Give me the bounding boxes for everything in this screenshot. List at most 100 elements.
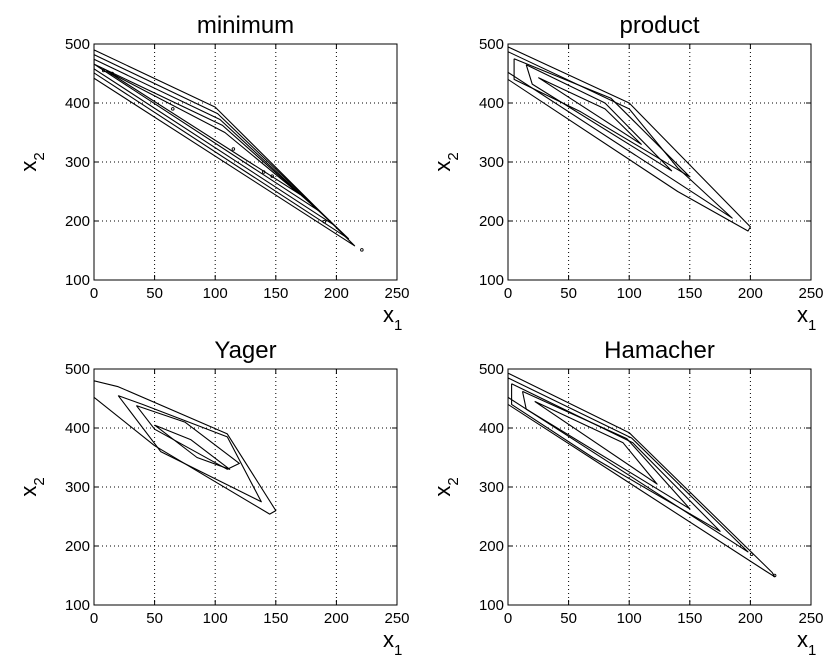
- x-axis-label-subscript: 1: [394, 317, 402, 334]
- contour-line: [525, 64, 673, 172]
- contour-line: [538, 77, 642, 145]
- x-axis-label-subscript: 1: [808, 317, 816, 334]
- y-tick-label: 300: [479, 479, 504, 496]
- x-tick-label: 50: [146, 610, 163, 627]
- y-tick-label: 300: [65, 154, 90, 171]
- contour-point: [360, 248, 364, 252]
- contour-line: [94, 49, 356, 247]
- y-axis-label-subscript: 2: [31, 477, 48, 485]
- y-axis-label-main: x: [16, 161, 41, 172]
- plot-area: [93, 43, 398, 281]
- contour-line: [508, 51, 733, 219]
- y-tick-label: 100: [479, 597, 504, 614]
- x-tick-label: 100: [617, 610, 642, 627]
- x-tick-label: 200: [738, 285, 763, 302]
- x-tick-label: 250: [798, 610, 823, 627]
- y-axis-label-subscript: 2: [31, 152, 48, 160]
- contour-point: [322, 219, 327, 224]
- x-tick-label: 250: [384, 610, 409, 627]
- x-tick-label: 150: [263, 610, 288, 627]
- x-tick-label: 0: [504, 610, 512, 627]
- contour-line: [513, 58, 691, 178]
- x-tick-label: 50: [146, 285, 163, 302]
- y-tick-label: 200: [65, 538, 90, 555]
- y-tick-label: 500: [479, 361, 504, 378]
- contour-line: [94, 54, 350, 240]
- x-tick-label: 50: [560, 610, 577, 627]
- x-axis-label-main: x: [797, 627, 808, 652]
- contour-point: [749, 552, 754, 557]
- subplot-product: 0 50 100 150 200 250100200300400500productx1x…: [430, 12, 824, 334]
- x-tick-label: 200: [324, 285, 349, 302]
- subplot-title: product: [619, 12, 699, 39]
- y-tick-label: 400: [65, 95, 90, 112]
- x-tick-label: 250: [798, 285, 823, 302]
- x-axis-label-subscript: 1: [808, 642, 816, 659]
- subplot-minimum: 0 50 100 150 200 250100200300400500minimumx1x…: [16, 12, 410, 334]
- x-axis-label: x1: [383, 302, 402, 334]
- contour-line: [94, 58, 335, 226]
- subplot-title: Yager: [214, 337, 276, 364]
- contour-line: [508, 377, 749, 553]
- x-tick-label: 250: [384, 285, 409, 302]
- x-tick-label: 50: [560, 285, 577, 302]
- y-tick-label: 100: [65, 597, 90, 614]
- x-axis-label: x1: [797, 627, 816, 659]
- y-tick-label: 300: [479, 154, 504, 171]
- plot-area: [93, 368, 398, 606]
- contour-line: [135, 405, 240, 470]
- x-tick-label: 150: [263, 285, 288, 302]
- y-axis-label-subscript: 2: [445, 477, 462, 485]
- y-axis-label-subscript: 2: [445, 152, 462, 160]
- contour-point: [231, 147, 236, 151]
- contour-line: [94, 63, 319, 211]
- x-tick-label: 200: [324, 610, 349, 627]
- contour-point: [772, 573, 777, 578]
- contour-line: [154, 424, 231, 470]
- y-tick-label: 500: [65, 36, 90, 53]
- subplot-title: Hamacher: [604, 337, 715, 364]
- x-tick-label: 150: [677, 285, 702, 302]
- y-tick-label: 200: [479, 213, 504, 230]
- x-tick-label: 100: [617, 285, 642, 302]
- y-tick-label: 100: [479, 272, 504, 289]
- y-tick-label: 400: [479, 420, 504, 437]
- x-tick-label: 0: [90, 285, 98, 302]
- y-tick-label: 100: [65, 272, 90, 289]
- contour-group: [94, 49, 356, 247]
- x-axis-label-main: x: [797, 302, 808, 327]
- x-axis-label: x1: [383, 627, 402, 659]
- y-axis-label: x2: [16, 477, 48, 496]
- contour-group: [508, 46, 751, 232]
- x-tick-label: 100: [203, 285, 228, 302]
- y-tick-label: 400: [65, 420, 90, 437]
- contour-point: [270, 174, 274, 178]
- x-axis-label-main: x: [383, 302, 394, 327]
- subplot-title: minimum: [197, 12, 294, 39]
- contour-line: [94, 380, 277, 515]
- x-axis-label: x1: [797, 302, 816, 334]
- x-axis-label-main: x: [383, 627, 394, 652]
- x-tick-label: 100: [203, 610, 228, 627]
- contour-point: [110, 71, 114, 76]
- contour-point: [101, 68, 106, 73]
- contour-line: [117, 395, 262, 503]
- contour-line: [534, 400, 658, 485]
- contour-line: [521, 390, 691, 510]
- y-tick-label: 200: [65, 213, 90, 230]
- contour-point: [171, 107, 175, 111]
- y-tick-label: 500: [65, 361, 90, 378]
- y-axis-label: x2: [430, 477, 462, 496]
- x-tick-label: 150: [677, 610, 702, 627]
- x-tick-label: 200: [738, 610, 763, 627]
- contour-line: [508, 46, 751, 232]
- contour-line: [511, 383, 721, 532]
- x-tick-label: 0: [90, 610, 98, 627]
- contour-group: [94, 380, 277, 515]
- x-tick-label: 0: [504, 285, 512, 302]
- y-axis-label-main: x: [430, 486, 455, 497]
- y-tick-label: 500: [479, 36, 504, 53]
- plot-area: [507, 43, 812, 281]
